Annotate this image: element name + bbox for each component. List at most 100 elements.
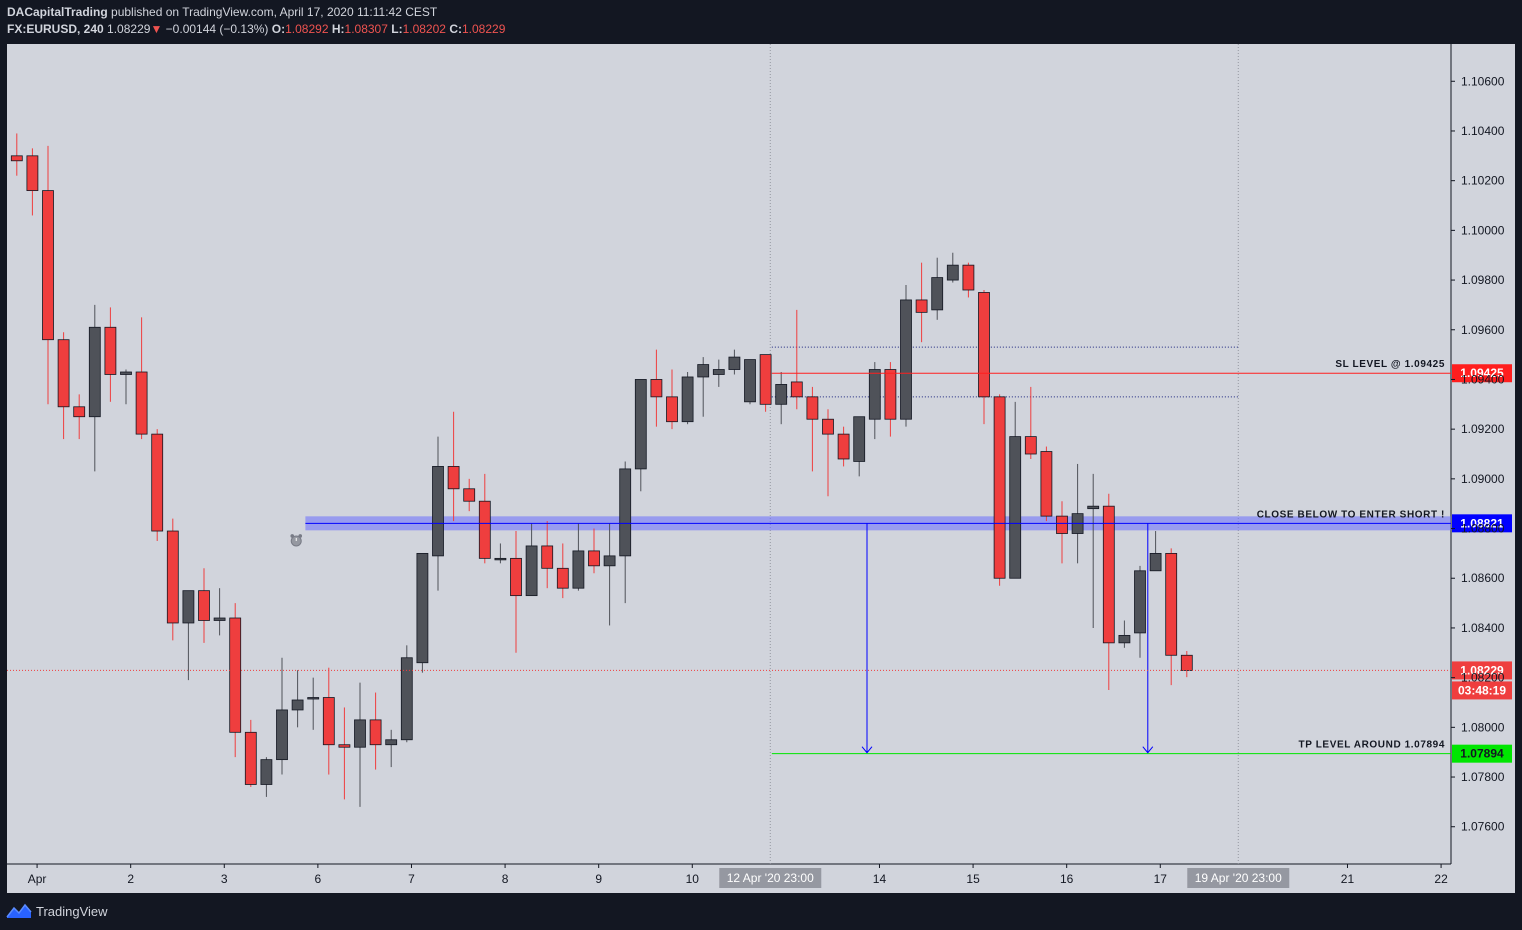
bullish-candle[interactable] <box>291 670 304 728</box>
bearish-candle[interactable] <box>884 362 897 437</box>
bullish-candle[interactable] <box>416 552 429 673</box>
bearish-candle[interactable] <box>447 411 460 522</box>
bearish-candle[interactable] <box>151 429 164 541</box>
candle-body <box>338 744 351 748</box>
bullish-candle[interactable] <box>494 543 507 564</box>
bearish-candle[interactable] <box>1024 386 1037 459</box>
bullish-candle[interactable] <box>307 677 320 730</box>
y-tick-label: 1.10400 <box>1461 124 1505 138</box>
bullish-candle[interactable] <box>120 369 132 405</box>
candlestick-chart[interactable]: SL LEVEL @ 1.09425 1.09425 CLOSE BELOW TO … <box>0 0 1522 893</box>
bearish-candle[interactable] <box>962 262 975 298</box>
bullish-candle[interactable] <box>260 757 273 797</box>
bearish-candle[interactable] <box>650 349 663 427</box>
bullish-candle[interactable] <box>712 359 725 387</box>
footer: TradingView <box>0 893 1522 930</box>
bearish-candle[interactable] <box>556 543 569 599</box>
bearish-candle[interactable] <box>26 148 39 216</box>
bearish-candle[interactable] <box>478 473 491 564</box>
alarm-clock-icon[interactable] <box>290 534 303 547</box>
bullish-candle[interactable] <box>728 349 741 375</box>
bullish-candle[interactable] <box>946 252 959 283</box>
bearish-candle[interactable] <box>1102 493 1115 691</box>
bearish-candle[interactable] <box>915 262 928 343</box>
bullish-candle[interactable] <box>1134 565 1146 658</box>
bullish-candle[interactable] <box>182 590 195 681</box>
bullish-candle[interactable] <box>1118 620 1131 648</box>
bullish-candle[interactable] <box>775 372 788 425</box>
bullish-candle[interactable] <box>868 362 881 440</box>
bullish-candle[interactable] <box>619 461 632 604</box>
bearish-candle[interactable] <box>369 692 382 770</box>
bullish-candle[interactable] <box>1149 531 1162 572</box>
bearish-candle[interactable] <box>1056 501 1068 564</box>
bullish-candle[interactable] <box>1009 401 1022 579</box>
bullish-candle[interactable] <box>697 357 710 417</box>
entry-price-tag-text: 1.08821 <box>1460 516 1504 530</box>
close-value: 1.08229 <box>461 22 506 36</box>
bearish-candle[interactable] <box>57 332 70 440</box>
target-arrow[interactable] <box>861 523 873 754</box>
tradingview-brand[interactable]: TradingView <box>6 903 108 919</box>
x-tick-label: 16 <box>1060 872 1074 886</box>
author-name[interactable]: DACapitalTrading <box>7 5 108 19</box>
bullish-candle[interactable] <box>276 657 288 775</box>
candle-body <box>151 433 164 532</box>
bullish-candle[interactable] <box>354 682 366 807</box>
bearish-candle[interactable] <box>1165 548 1178 686</box>
bullish-candle[interactable] <box>900 285 912 427</box>
bearish-candle[interactable] <box>198 568 210 643</box>
bearish-candle[interactable] <box>244 719 257 787</box>
bearish-candle[interactable] <box>338 707 351 800</box>
bearish-candle[interactable] <box>837 426 850 467</box>
bullish-candle[interactable] <box>681 372 694 425</box>
bearish-candle[interactable] <box>759 354 772 412</box>
bullish-candle[interactable] <box>525 523 538 597</box>
candle-body <box>884 369 897 420</box>
bearish-candle[interactable] <box>42 145 54 405</box>
bearish-candle[interactable] <box>10 133 23 176</box>
y-tick-label: 1.08000 <box>1461 720 1505 734</box>
price-change: −0.00144 (−0.13%) <box>165 22 269 36</box>
bearish-candle[interactable] <box>135 317 148 440</box>
bullish-candle[interactable] <box>432 436 444 591</box>
bearish-candle[interactable] <box>978 290 990 425</box>
bullish-candle[interactable] <box>88 304 101 472</box>
x-tick-label: 21 <box>1341 872 1355 886</box>
candle-body <box>1009 436 1022 579</box>
bullish-candle[interactable] <box>1087 473 1100 628</box>
tp-price-tag-text: 1.07894 <box>1460 747 1504 761</box>
bullish-candle[interactable] <box>634 379 647 492</box>
price-axis[interactable] <box>1451 44 1515 864</box>
bearish-candle[interactable] <box>806 386 819 472</box>
bearish-candle[interactable] <box>73 394 86 440</box>
candle-body <box>681 376 694 423</box>
candle-body <box>10 155 23 162</box>
bearish-candle[interactable] <box>510 531 522 653</box>
bullish-candle[interactable] <box>572 523 585 591</box>
target-arrow[interactable] <box>1142 523 1154 754</box>
bearish-candle[interactable] <box>229 603 242 758</box>
bullish-candle[interactable] <box>931 257 944 320</box>
bullish-candle[interactable] <box>744 359 756 405</box>
x-tick-label: 9 <box>595 872 602 886</box>
bullish-candle[interactable] <box>853 416 866 477</box>
publish-line: DACapitalTrading published on TradingVie… <box>7 5 437 19</box>
bearish-candle[interactable] <box>104 307 117 402</box>
bullish-candle[interactable] <box>400 645 413 743</box>
bullish-candle[interactable] <box>385 729 398 768</box>
bullish-candle[interactable] <box>603 523 616 626</box>
bearish-candle[interactable] <box>166 518 179 641</box>
plot-area[interactable] <box>7 44 1451 864</box>
bearish-candle[interactable] <box>993 394 1006 586</box>
bearish-candle[interactable] <box>822 409 834 497</box>
bearish-candle[interactable] <box>1040 446 1053 522</box>
bearish-candle[interactable] <box>666 369 678 430</box>
bearish-candle[interactable] <box>588 528 600 574</box>
bullish-candle[interactable] <box>213 588 226 636</box>
bearish-candle[interactable] <box>322 667 335 775</box>
bearish-candle[interactable] <box>790 309 803 410</box>
bearish-candle[interactable] <box>463 478 476 512</box>
symbol-label[interactable]: FX:EURUSD, 240 <box>7 22 104 36</box>
bearish-candle[interactable] <box>541 521 554 589</box>
